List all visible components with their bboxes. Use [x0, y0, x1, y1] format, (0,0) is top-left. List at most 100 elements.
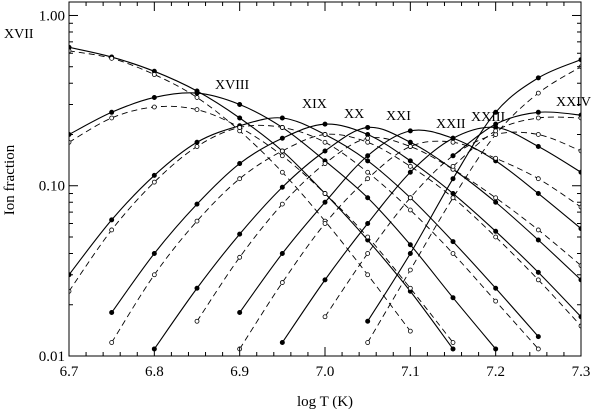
data-point-xviii-dashed-3-2	[151, 104, 157, 110]
data-point-xxii-dashed-11-2	[322, 221, 328, 226]
ion-label-xxiv: XXIV	[556, 95, 591, 110]
x-tick-label: 6.7	[60, 364, 79, 380]
data-point-xxi-solid-8-1	[194, 285, 200, 291]
series-line-xxii-dashed-11	[239, 140, 581, 350]
data-point-xxiv-solid-14-2	[450, 176, 456, 182]
data-point-xx-solid-6-2	[194, 201, 200, 207]
axis-tick-labels: 6.7 6.8 6.9 7.0 7.1 7.2 7.3 0.01 0.10 1.00	[39, 8, 591, 380]
y-tick-label: 0.01	[39, 349, 65, 365]
data-point-xxiv-dashed-15-1	[407, 267, 413, 273]
data-point-xxiii-solid-12-6	[535, 143, 541, 149]
data-point-xix-dashed-5-1	[109, 227, 115, 233]
data-point-xix-solid-4-9	[450, 239, 456, 245]
data-point-xvii-solid-0-9	[450, 346, 456, 352]
data-point-xxiii-dashed-13-0	[322, 314, 328, 320]
axis-ticks	[68, 2, 582, 357]
data-point-xxii-solid-10-2	[322, 199, 328, 205]
data-point-xviii-dashed-3-7	[365, 234, 371, 240]
data-point-xvii-dashed-1-1	[109, 55, 115, 61]
data-point-xix-dashed-5-11	[535, 346, 541, 352]
data-point-xxiv-dashed-17-0	[450, 163, 456, 169]
data-point-xxiv-solid-14-4	[535, 75, 541, 81]
data-point-xxi-solid-8-10	[578, 277, 581, 283]
data-point-xvii-dashed-1-7	[365, 272, 371, 278]
data-point-xxiv-dashed-15-2	[450, 195, 456, 201]
data-point-xx-solid-6-3	[237, 161, 243, 167]
data-point-xxiii-solid-12-2	[365, 221, 371, 227]
data-point-xviii-dashed-3-5	[279, 153, 285, 159]
x-tick-label: 6.9	[230, 364, 249, 380]
data-point-xx-solid-6-5	[322, 121, 328, 127]
data-point-xix-solid-4-2	[151, 172, 157, 178]
data-point-xxi-dashed-9-0	[194, 318, 200, 324]
data-point-xviii-solid-2-7	[365, 195, 371, 201]
data-point-xxi-solid-8-4	[322, 148, 328, 154]
data-point-xxiii-solid-12-3	[407, 169, 413, 175]
data-point-xviii-solid-2-4	[237, 102, 243, 108]
data-point-xxiii-dashed-13-1	[365, 251, 371, 256]
data-point-xix-dashed-5-8	[407, 207, 413, 213]
ion-label-xxii: XXII	[436, 117, 466, 132]
data-point-xxiv-solid-16-0	[450, 153, 456, 159]
data-point-xxiv-dashed-15-4	[535, 90, 541, 96]
x-tick-label: 7.0	[316, 364, 335, 380]
data-point-xxii-solid-10-1	[279, 250, 285, 256]
data-point-xxii-solid-10-8	[578, 226, 581, 232]
data-point-xviii-solid-2-2	[151, 94, 157, 100]
data-point-xxiii-solid-12-1	[322, 277, 328, 283]
series-line-xviii-dashed-3	[69, 105, 454, 343]
data-point-xx-solid-6-1	[151, 250, 157, 256]
data-point-xxi-dashed-9-4	[365, 135, 371, 141]
data-point-xx-solid-6-11	[578, 314, 581, 320]
data-point-xx-dashed-7-1	[151, 272, 157, 278]
data-point-xix-solid-4-1	[109, 217, 115, 223]
data-point-xix-solid-4-5	[279, 115, 285, 121]
data-point-xxi-solid-8-8	[493, 199, 499, 205]
data-point-xxii-dashed-11-7	[535, 176, 541, 182]
data-point-xxi-solid-8-2	[237, 231, 243, 237]
data-point-xx-dashed-7-6	[365, 139, 371, 145]
data-point-xvii-solid-0-4	[237, 115, 243, 121]
data-point-xxi-dashed-9-7	[493, 195, 499, 201]
series-line-xxiv-dashed-17	[452, 116, 581, 167]
series-line-xxii-solid-10	[239, 129, 581, 313]
data-point-xix-dashed-5-5	[279, 125, 285, 130]
data-point-xxiv-solid-16-1	[493, 121, 499, 127]
ion-label-xx: XX	[344, 107, 364, 122]
data-point-xxiii-solid-12-0	[279, 340, 285, 346]
plot-frame	[68, 1, 582, 357]
data-point-xix-dashed-5-6	[322, 139, 328, 145]
series-line-xxi-dashed-9	[196, 137, 581, 322]
data-point-xix-dashed-5-10	[493, 298, 499, 304]
data-point-xxiv-dashed-15-0	[365, 340, 371, 345]
data-point-xix-solid-4-7	[365, 158, 371, 164]
data-point-xvii-dashed-1-5	[279, 169, 285, 175]
data-point-xxii-dashed-11-6	[493, 155, 499, 161]
data-point-xx-dashed-7-0	[109, 340, 115, 345]
ion-label-xxi: XXI	[386, 109, 411, 124]
x-tick-label: 7.2	[486, 364, 505, 380]
data-point-xxiv-solid-14-3	[493, 109, 499, 115]
data-point-xxi-dashed-9-3	[322, 161, 328, 166]
data-point-xx-dashed-7-7	[407, 163, 413, 169]
data-point-xviii-solid-2-9	[450, 295, 456, 301]
data-point-xx-solid-6-4	[279, 135, 285, 141]
data-point-xxiii-solid-12-4	[450, 135, 456, 141]
data-point-xx-dashed-7-2	[194, 218, 200, 224]
data-point-xxi-dashed-9-1	[237, 254, 243, 260]
data-point-xvii-dashed-1-3	[194, 95, 200, 100]
data-point-xx-solid-6-9	[493, 228, 499, 234]
series-line-xvii-solid-0	[69, 46, 454, 350]
data-point-xxii-solid-10-7	[535, 191, 541, 197]
data-point-xix-dashed-5-9	[450, 251, 456, 256]
x-tick-label: 6.8	[145, 364, 164, 380]
data-point-xviii-solid-2-1	[109, 109, 115, 115]
data-point-xx-solid-6-10	[535, 269, 541, 275]
data-point-xxi-solid-8-6	[407, 139, 413, 145]
data-point-xix-solid-4-3	[194, 139, 200, 145]
data-point-xx-solid-6-7	[407, 158, 413, 164]
series-line-xvii-dashed-1	[69, 50, 411, 332]
ion-label-xxiii: XXIII	[471, 110, 506, 125]
ion-label-xix: XIX	[302, 97, 327, 112]
